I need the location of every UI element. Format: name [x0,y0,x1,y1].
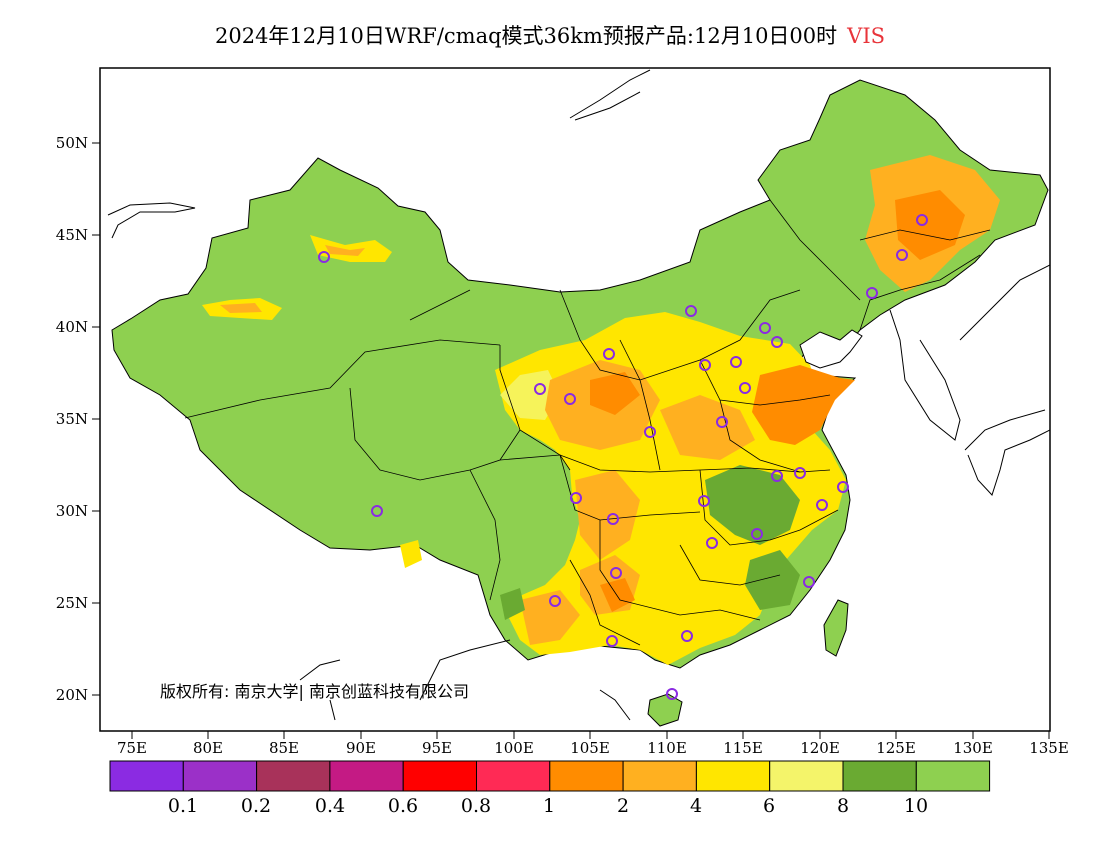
color-legend [109,760,991,792]
lon-label-110: 110E [647,739,687,757]
legend-label-6: 2 [617,795,629,817]
legend-swatch [695,760,771,792]
station-marker [603,348,615,360]
lat-label-30: 30N [56,502,88,520]
station-marker [610,567,622,579]
station-marker [706,537,718,549]
lon-label-80: 80E [193,739,223,757]
station-marker [318,251,330,263]
longitude-axis: 75E 80E 85E 90E 95E 100E 105E 110E 115E … [117,731,1069,757]
lat-label-45: 45N [56,226,88,244]
lat-label-20: 20N [56,686,88,704]
title-variable: VIS [847,24,886,48]
station-marker [371,505,383,517]
station-marker [771,470,783,482]
legend-label-1: 0.2 [241,795,271,817]
legend-swatch [622,760,697,792]
station-marker [730,356,742,368]
legend-swatch [256,760,331,792]
station-marker [698,495,710,507]
station-marker [716,416,728,428]
station-marker [666,688,678,700]
map-title: 2024年12月10日WRF/cmaq模式36km预报产品:12月10日00时 V… [0,20,1100,50]
station-marker [681,630,693,642]
station-marker [606,635,618,647]
latitude-axis: 50N 45N 40N 35N 30N 25N 20N [56,134,100,704]
station-marker [794,467,806,479]
lon-label-75: 75E [117,739,147,757]
legend-label-7: 4 [690,795,702,817]
hainan-island [647,693,683,727]
station-marker [771,336,783,348]
legend-swatch [915,760,991,792]
lat-label-25: 25N [56,594,88,612]
legend-label-3: 0.6 [388,795,418,817]
legend-swatch [109,760,184,792]
station-marker [739,382,751,394]
lon-label-95: 95E [422,739,452,757]
map-layers [107,69,1050,727]
visibility-zone-lightyellow [500,370,560,420]
station-marker [564,393,576,405]
lon-label-125: 125E [876,739,916,757]
station-marker [866,287,878,299]
visibility-zone-darkorange [590,190,965,612]
lon-label-115: 115E [723,739,763,757]
legend-swatch [402,760,478,792]
legend-swatch [549,760,624,792]
station-marker [759,322,771,334]
visibility-zone-xinjiang [202,235,422,568]
station-marker [837,481,849,493]
station-marker [751,528,763,540]
neighbor-coastlines [107,69,1050,721]
station-markers [318,214,928,700]
taiwan-island [823,599,849,657]
province-boundaries [184,199,991,646]
lat-label-50: 50N [56,134,88,152]
legend-label-10: 10 [904,795,928,817]
lat-label-35: 35N [56,410,88,428]
lon-label-90: 90E [346,739,376,757]
legend-swatch [476,760,551,792]
lon-label-135: 135E [1029,739,1069,757]
legend-label-0: 0.1 [168,795,198,817]
station-marker [803,576,815,588]
station-marker [607,513,619,525]
title-main: 2024年12月10日WRF/cmaq模式36km预报产品:12月10日00时 [214,24,838,48]
station-marker [549,595,561,607]
lon-label-130: 130E [953,739,993,757]
station-marker [644,426,656,438]
legend-label-4: 0.8 [461,795,491,817]
map-frame [99,67,1051,732]
bohai-sea [799,329,863,369]
station-marker [534,383,546,395]
lon-label-100: 100E [494,739,534,757]
station-marker [916,214,928,226]
legend-label-2: 0.4 [315,795,345,817]
lat-label-40: 40N [56,318,88,336]
legend-swatch [182,760,258,792]
legend-swatch [842,760,917,792]
station-marker [699,359,711,371]
station-marker [896,249,908,261]
copyright-text: 版权所有: 南京大学| 南京创蓝科技有限公司 [160,682,469,701]
station-marker [685,305,697,317]
lon-label-120: 120E [800,739,840,757]
lon-label-105: 105E [570,739,610,757]
legend-label-8: 6 [763,795,775,817]
visibility-zone-darkgreen [500,465,800,620]
legend-labels: 0.1 0.2 0.4 0.6 0.8 1 2 4 6 8 10 [168,795,928,817]
legend-swatch [769,760,844,792]
lon-label-85: 85E [269,739,299,757]
legend-label-9: 8 [837,795,849,817]
legend-label-5: 1 [543,795,555,817]
station-marker [570,492,582,504]
legend-swatch [329,760,404,792]
station-marker [816,499,828,511]
